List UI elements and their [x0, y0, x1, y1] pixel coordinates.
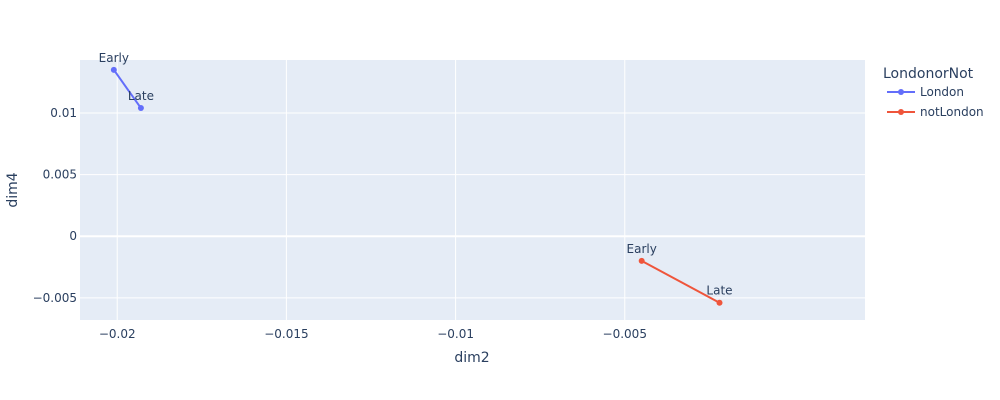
legend-marker-icon: [898, 89, 904, 95]
legend-marker-icon: [898, 109, 904, 115]
series-notLondon[interactable]: Early Late: [627, 242, 733, 306]
data-label: Early: [99, 51, 129, 65]
data-point[interactable]: [716, 299, 723, 306]
x-axis-title: dim2: [454, 350, 489, 366]
legend[interactable]: LondonorNot London notLondon: [883, 66, 984, 119]
legend-title: LondonorNot: [883, 66, 974, 82]
tick-labels: −0.02 −0.015 −0.01 −0.005 −0.005 0 0.005 0.01: [33, 106, 647, 341]
y-tick-label: −0.005: [33, 291, 77, 305]
x-tick-label: −0.015: [264, 327, 308, 341]
plot-area: [80, 60, 865, 320]
data-point[interactable]: [638, 257, 645, 264]
series: Early Late Early Late: [99, 51, 733, 306]
series-London[interactable]: Early Late: [99, 51, 154, 112]
y-tick-label: 0: [69, 229, 77, 243]
legend-label: notLondon: [920, 105, 984, 119]
y-axis-title: dim4: [5, 172, 21, 207]
series-line[interactable]: [113, 69, 142, 109]
x-tick-label: −0.01: [437, 327, 474, 341]
y-tick-label: 0.005: [43, 168, 77, 182]
grid: [80, 60, 865, 320]
x-tick-label: −0.02: [99, 327, 136, 341]
data-label: Late: [128, 89, 154, 103]
y-tick-label: 0.01: [50, 106, 77, 120]
legend-item-London[interactable]: London: [887, 85, 964, 99]
legend-label: London: [920, 85, 964, 99]
data-label: Late: [706, 284, 732, 298]
data-point[interactable]: [110, 66, 117, 73]
legend-item-notLondon[interactable]: notLondon: [887, 105, 984, 119]
data-label: Early: [627, 242, 657, 256]
x-tick-label: −0.005: [603, 327, 647, 341]
series-line[interactable]: [641, 259, 720, 304]
data-point[interactable]: [137, 105, 144, 112]
